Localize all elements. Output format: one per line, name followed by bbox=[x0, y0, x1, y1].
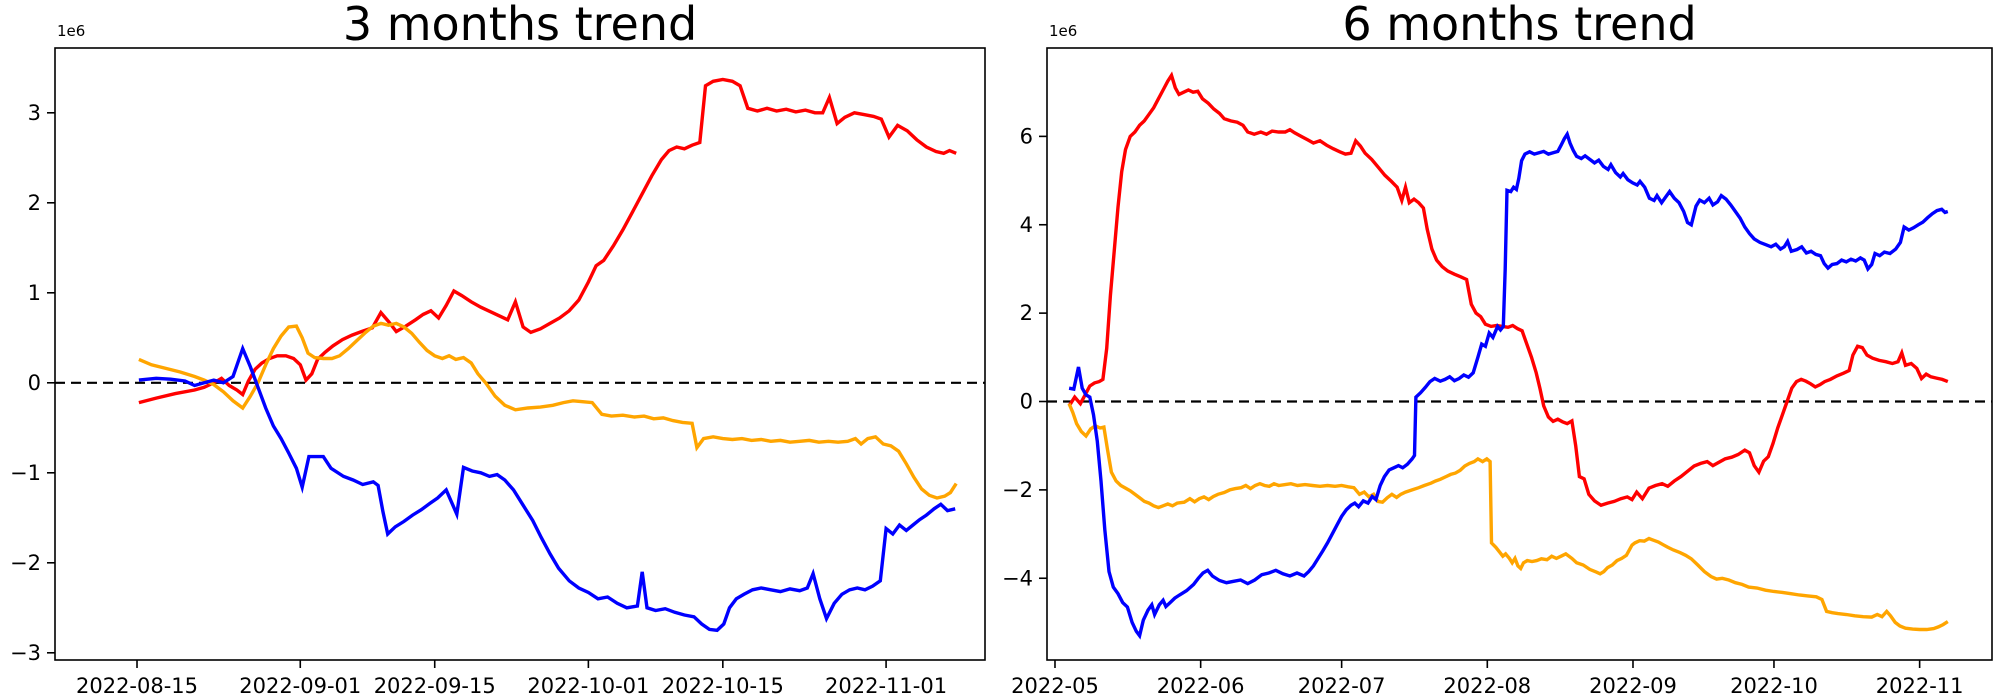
chart-title-6-months: 6 months trend bbox=[1342, 0, 1697, 51]
y-tick-label: 2 bbox=[1020, 301, 1033, 325]
series-line-orange bbox=[1067, 403, 1949, 632]
y-tick-label: 2 bbox=[28, 191, 41, 215]
series-line-blue bbox=[138, 343, 956, 633]
y-tick-label: 0 bbox=[28, 371, 41, 395]
plot-frame bbox=[1046, 47, 1993, 661]
y-tick-label: −2 bbox=[10, 551, 41, 575]
x-tick-label: 2022-09 bbox=[1589, 674, 1677, 698]
x-tick-label: 2022-06 bbox=[1157, 674, 1245, 698]
x-tick-label: 2022-10-15 bbox=[662, 674, 784, 698]
series-line-red bbox=[138, 77, 957, 405]
y-tick-label: 1 bbox=[28, 281, 41, 305]
y-tick-label: −2 bbox=[1002, 478, 1033, 502]
trend-chart-6-months: −4 −2 0 2 4 6 2022-05 2022-06 2022-07 2022-08 2022… bbox=[1002, 47, 1993, 698]
y-tick-label: 6 bbox=[1020, 124, 1033, 148]
x-tick-label: 2022-09-01 bbox=[239, 674, 361, 698]
chart-panel-6-months: −4 −2 0 2 4 6 2022-05 2022-06 2022-07 2022-08 2022… bbox=[1000, 0, 2000, 700]
y-tick-label: 0 bbox=[1020, 390, 1033, 414]
x-tick-label: 2022-05 bbox=[1011, 674, 1099, 698]
y-tick-label: 4 bbox=[1020, 213, 1033, 237]
x-tick-label: 2022-10-01 bbox=[527, 674, 649, 698]
series-line-red bbox=[1067, 71, 1949, 508]
trend-chart-3-months: −3 −2 −1 0 1 2 3 2022-08-15 2022-09-01 2022-09-15… bbox=[10, 47, 986, 698]
y-axis-offset-label: 1e6 bbox=[57, 22, 86, 40]
y-tick-label: 3 bbox=[28, 101, 41, 125]
x-tick-label: 2022-08-15 bbox=[76, 674, 198, 698]
series-line-orange bbox=[138, 321, 958, 500]
x-tick-label: 2022-10 bbox=[1730, 674, 1818, 698]
x-tick-label: 2022-08 bbox=[1443, 674, 1531, 698]
series-line-blue bbox=[1068, 130, 1949, 640]
plot-frame bbox=[54, 47, 986, 661]
x-tick-label: 2022-11-01 bbox=[825, 674, 947, 698]
x-tick-label: 2022-09-15 bbox=[374, 674, 496, 698]
y-tick-label: −4 bbox=[1002, 566, 1033, 590]
y-axis-offset-label: 1e6 bbox=[1049, 22, 1078, 40]
y-tick-label: −3 bbox=[10, 641, 41, 665]
chart-panel-3-months: −3 −2 −1 0 1 2 3 2022-08-15 2022-09-01 2022-09-15… bbox=[10, 0, 986, 698]
x-tick-label: 2022-07 bbox=[1298, 674, 1386, 698]
chart-title-3-months: 3 months trend bbox=[342, 0, 698, 51]
x-tick-label: 2022-11 bbox=[1876, 674, 1964, 698]
y-tick-label: −1 bbox=[10, 461, 41, 485]
